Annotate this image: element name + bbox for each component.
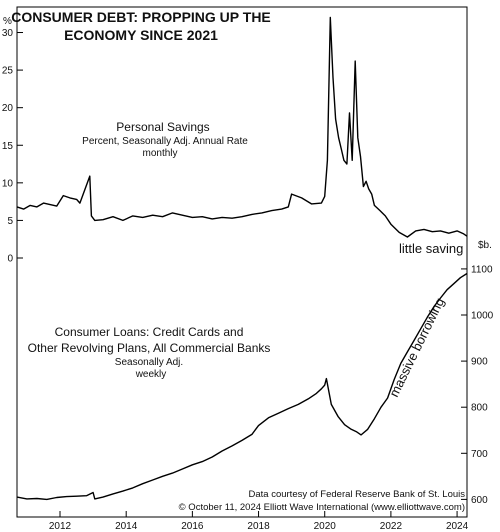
consumer_loans-y-tick-label-1100: 1100	[471, 264, 493, 275]
credit-line-1: Data courtesy of Federal Reserve Bank of…	[249, 489, 466, 500]
loans-label-line-4: weekly	[135, 369, 167, 380]
x-tick-label-2012: 2012	[49, 521, 72, 532]
savings-unit-label: %	[3, 16, 12, 27]
credit-line-2: © October 11, 2024 Elliott Wave Internat…	[179, 502, 465, 513]
savings-series-line	[16, 16, 468, 238]
savings-y-tick-label-20: 20	[2, 103, 14, 114]
massive-borrowing-annotation: massive borrowing	[386, 295, 447, 399]
chart-title: CONSUMER DEBT: PROPPING UP THE ECONOMY S…	[11, 9, 271, 43]
little-saving-annotation: little saving	[399, 241, 463, 256]
savings-label: Personal Savings Percent, Seasonally Adj…	[82, 120, 248, 159]
x-tick-label-2024: 2024	[446, 521, 469, 532]
loans-label-line-2: Other Revolving Plans, All Commercial Ba…	[28, 341, 271, 355]
consumer_loans-y-tick-label-700: 700	[471, 449, 488, 460]
savings-y-tick-label-25: 25	[2, 66, 14, 77]
consumer_loans-y-tick-label-600: 600	[471, 495, 488, 506]
title-line-2: ECONOMY SINCE 2021	[64, 27, 218, 43]
savings-label-line-1: Personal Savings	[116, 120, 209, 134]
loans-label-line-3: Seasonally Adj.	[115, 357, 183, 368]
loans-unit-label: $b.	[478, 240, 492, 251]
consumer_loans-y-tick-label-800: 800	[471, 403, 488, 414]
savings-y-tick-label-5: 5	[7, 216, 13, 227]
consumer_loans-series-line	[16, 272, 468, 501]
loans-label: Consumer Loans: Credit Cards and Other R…	[28, 325, 271, 380]
x-tick-label-2022: 2022	[380, 521, 403, 532]
consumer_loans-y-tick-label-1000: 1000	[471, 311, 494, 322]
x-tick-label-2020: 2020	[314, 521, 337, 532]
consumer_loans-y-tick-label-900: 900	[471, 357, 488, 368]
title-line-1: CONSUMER DEBT: PROPPING UP THE	[11, 9, 271, 25]
x-tick-label-2016: 2016	[181, 521, 204, 532]
savings-label-line-2: Percent, Seasonally Adj. Annual Rate	[82, 136, 248, 147]
savings-y-tick-label-0: 0	[7, 254, 13, 265]
loans-label-line-1: Consumer Loans: Credit Cards and	[55, 325, 244, 339]
plot-frame	[16, 6, 468, 518]
x-tick-label-2018: 2018	[247, 521, 270, 532]
savings-y-tick-label-30: 30	[2, 28, 14, 39]
credits: Data courtesy of Federal Reserve Bank of…	[179, 489, 466, 513]
x-tick-label-2014: 2014	[115, 521, 138, 532]
savings-label-line-3: monthly	[142, 148, 177, 159]
savings-y-tick-label-10: 10	[2, 178, 14, 189]
savings-y-tick-label-15: 15	[2, 141, 14, 152]
